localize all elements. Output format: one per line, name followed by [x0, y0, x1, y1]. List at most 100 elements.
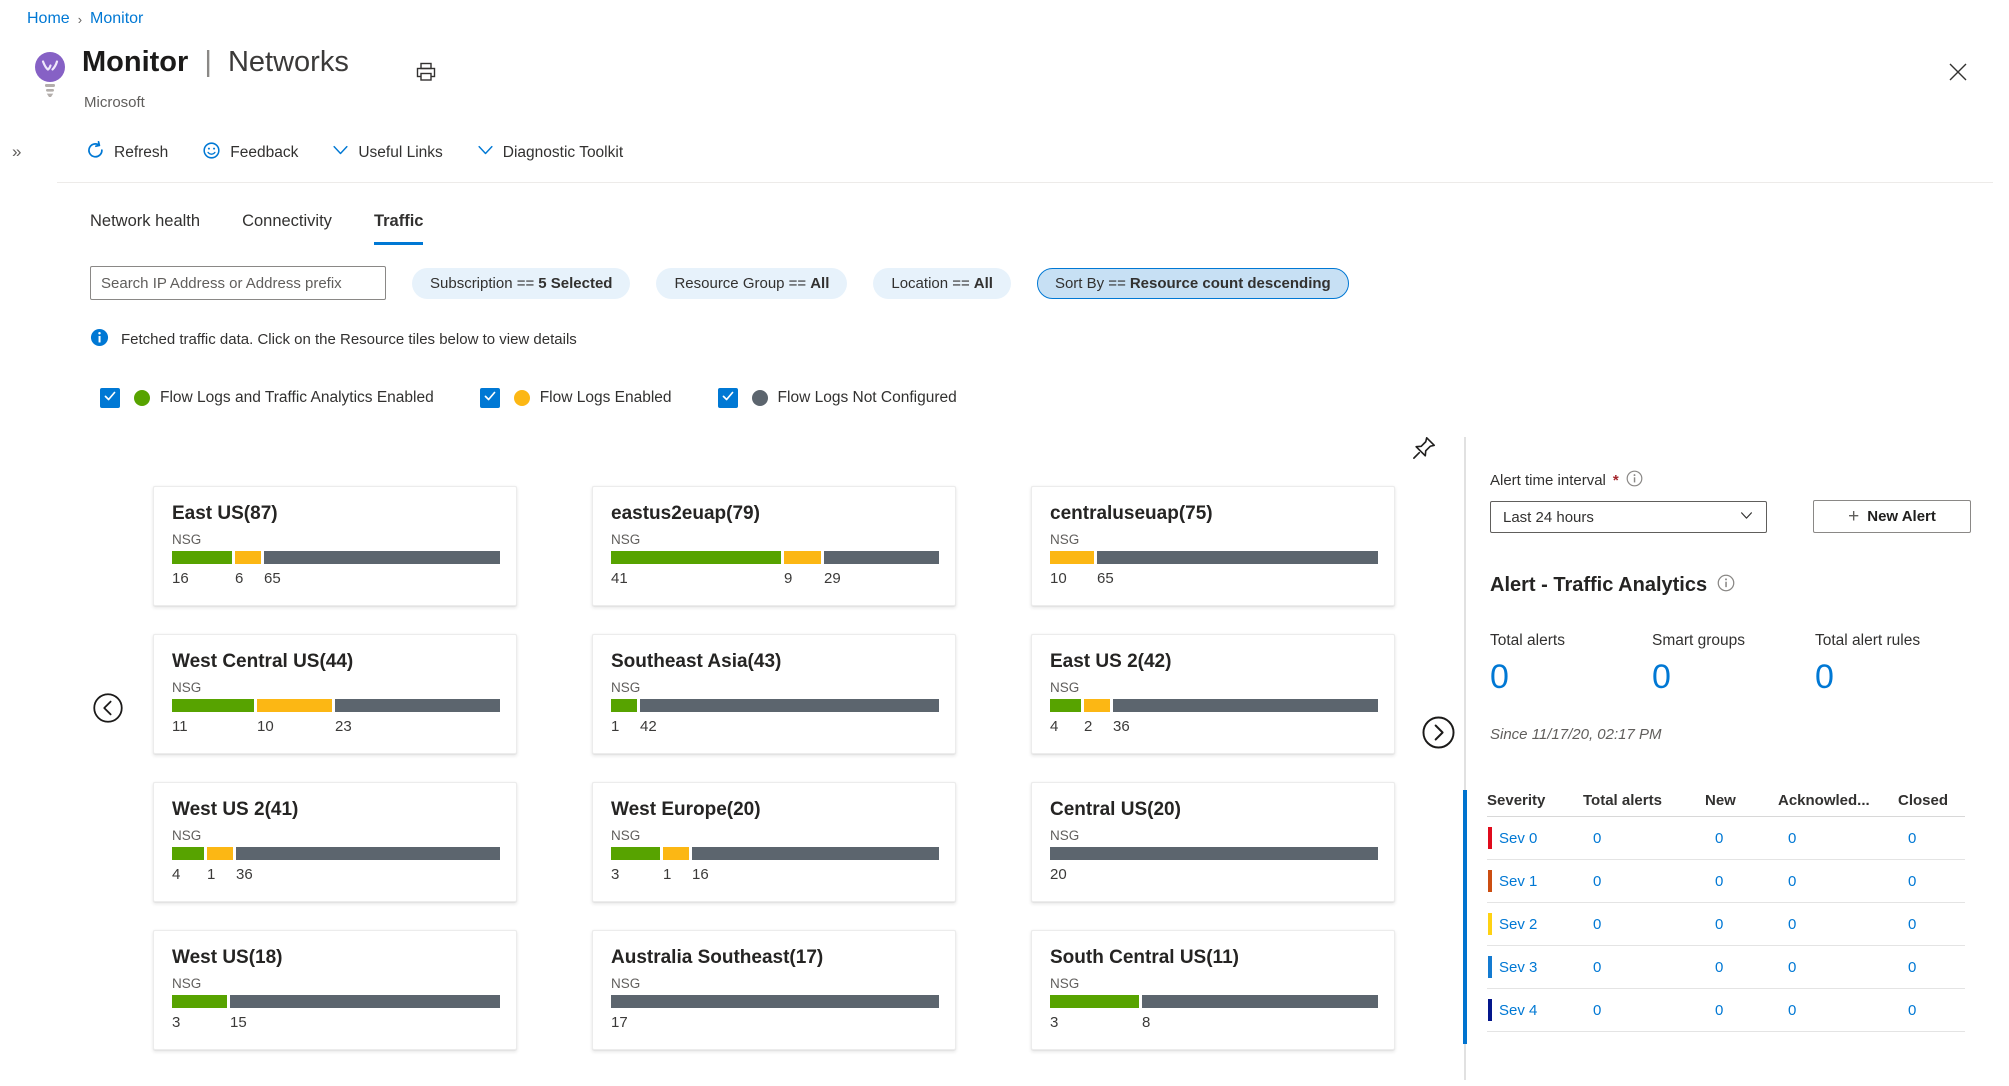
- region-tile-title: centraluseuap(75): [1050, 503, 1213, 524]
- region-tile-southeast-asia-43[interactable]: Southeast Asia(43) NSG 1 42: [592, 634, 956, 754]
- severity-cell: Sev 4: [1487, 999, 1583, 1021]
- severity-value-total_alerts[interactable]: 0: [1593, 915, 1602, 933]
- region-tile-west-europe-20[interactable]: West Europe(20) NSG 3 1 16: [592, 782, 956, 902]
- toolbar-item-refresh[interactable]: Refresh: [86, 141, 168, 165]
- toolbar-item-diagnostic-toolkit[interactable]: Diagnostic Toolkit: [477, 142, 623, 164]
- carousel-previous-button[interactable]: [92, 692, 124, 729]
- region-tile-australia-southeast-17[interactable]: Australia Southeast(17) NSG 17: [592, 930, 956, 1050]
- severity-value-closed[interactable]: 0: [1908, 872, 1917, 890]
- checkbox-yellow[interactable]: [479, 388, 500, 408]
- region-tile-west-central-us-44[interactable]: West Central US(44) NSG 11 10 23: [153, 634, 517, 754]
- bar-segment-green: [1050, 995, 1139, 1008]
- severity-value-new[interactable]: 0: [1715, 872, 1724, 890]
- severity-value-new[interactable]: 0: [1715, 958, 1724, 976]
- bar-segment-gray: [1050, 847, 1378, 860]
- toolbar-divider: [57, 182, 1993, 183]
- region-tile-bar: [172, 995, 500, 1008]
- toolbar-collapse-icon[interactable]: »: [12, 142, 22, 161]
- bar-segment-green: [611, 847, 660, 860]
- severity-link[interactable]: Sev 4: [1499, 1001, 1538, 1019]
- segment-value-yellow: 10: [257, 718, 274, 735]
- severity-value-acknowledged[interactable]: 0: [1788, 958, 1797, 976]
- severity-value-total_alerts[interactable]: 0: [1593, 958, 1602, 976]
- severity-value-acknowledged[interactable]: 0: [1788, 829, 1797, 847]
- toolbar-item-useful-links[interactable]: Useful Links: [332, 142, 443, 164]
- segment-value-gray: 23: [335, 718, 352, 735]
- filter-pill-value: Resource count descending: [1129, 274, 1331, 292]
- region-tile-values: 1 42: [611, 718, 939, 736]
- pin-icon[interactable]: [1410, 434, 1438, 467]
- region-tile-west-us-2-41[interactable]: West US 2(41) NSG 4 1 36: [153, 782, 517, 902]
- severity-value-total_alerts[interactable]: 0: [1593, 1001, 1602, 1019]
- bar-segment-gray: [1097, 551, 1378, 564]
- tab-traffic[interactable]: Traffic: [373, 212, 424, 245]
- region-tile-title: East US(87): [172, 503, 278, 524]
- toolbar-item-feedback[interactable]: Feedback: [202, 141, 298, 165]
- filter-pill-subscription[interactable]: Subscription == 5 Selected: [412, 267, 631, 299]
- region-tile-title: eastus2euap(79): [611, 503, 760, 524]
- tab-connectivity[interactable]: Connectivity: [242, 212, 332, 230]
- checkbox-green[interactable]: [100, 388, 120, 408]
- filter-pill-prefix: Resource Group ==: [674, 274, 807, 292]
- tab-network-health[interactable]: Network health: [90, 212, 201, 230]
- severity-link[interactable]: Sev 1: [1499, 872, 1538, 890]
- region-tile-metric-label: NSG: [1050, 828, 1080, 843]
- info-outline-icon[interactable]: [1717, 574, 1735, 597]
- region-tile-bar: [172, 847, 500, 860]
- metric-total-alert-rules: Total alert rules 0: [1815, 632, 1920, 697]
- metric-value-link[interactable]: 0: [1815, 658, 1834, 696]
- severity-link[interactable]: Sev 0: [1499, 829, 1538, 847]
- panel-scroll-indicator[interactable]: [1463, 790, 1467, 1044]
- filter-pill-sort-by[interactable]: Sort By == Resource count descending: [1036, 267, 1349, 299]
- required-marker: *: [1612, 472, 1619, 489]
- yellow-status-dot-icon: [513, 390, 530, 406]
- region-tile-east-us-2-42[interactable]: East US 2(42) NSG 4 2 36: [1031, 634, 1395, 754]
- column-header-acknowled: Acknowled...: [1778, 792, 1870, 809]
- breadcrumb-link-home[interactable]: Home: [27, 10, 70, 27]
- filter-pill-location[interactable]: Location == All: [873, 267, 1011, 299]
- region-tile-centraluseuap-75[interactable]: centraluseuap(75) NSG 10 65: [1031, 486, 1395, 606]
- bar-segment-gray: [236, 847, 500, 860]
- region-tile-central-us-20[interactable]: Central US(20) NSG 20: [1031, 782, 1395, 902]
- time-interval-select[interactable]: Last 24 hours: [1490, 501, 1767, 533]
- breadcrumb-link-monitor[interactable]: Monitor: [90, 10, 144, 27]
- severity-value-new[interactable]: 0: [1715, 829, 1724, 847]
- region-tile-west-us-18[interactable]: West US(18) NSG 3 15: [153, 930, 517, 1050]
- print-icon[interactable]: [414, 60, 438, 84]
- bar-segment-gray: [230, 995, 500, 1008]
- filter-pill-resource-group[interactable]: Resource Group == All: [656, 267, 848, 299]
- severity-value-closed[interactable]: 0: [1908, 829, 1917, 847]
- severity-value-acknowledged[interactable]: 0: [1788, 915, 1797, 933]
- metric-value-link[interactable]: 0: [1652, 658, 1671, 696]
- severity-value-acknowledged[interactable]: 0: [1788, 872, 1797, 890]
- new-alert-button[interactable]: + New Alert: [1813, 500, 1971, 533]
- bar-segment-gray: [640, 699, 939, 712]
- severity-value-new[interactable]: 0: [1715, 1001, 1724, 1019]
- search-input[interactable]: [90, 266, 386, 300]
- severity-link[interactable]: Sev 3: [1499, 958, 1538, 976]
- info-outline-icon[interactable]: [1626, 470, 1643, 491]
- bar-segment-gray: [824, 551, 939, 564]
- close-icon[interactable]: [1946, 60, 1970, 84]
- severity-value-new[interactable]: 0: [1715, 915, 1724, 933]
- region-tiles-grid: East US(87) NSG 16 6 65 eastus2euap(79) NSG 41 9…: [153, 486, 1395, 1050]
- carousel-next-button[interactable]: [1421, 715, 1456, 755]
- region-tile-east-us-87[interactable]: East US(87) NSG 16 6 65: [153, 486, 517, 606]
- region-tile-values: 3 1 16: [611, 866, 939, 884]
- severity-link[interactable]: Sev 2: [1499, 915, 1538, 933]
- region-tile-eastus2euap-79[interactable]: eastus2euap(79) NSG 41 9 29: [592, 486, 956, 606]
- breadcrumb-separator-icon: ›: [77, 11, 83, 27]
- bar-segment-yellow: [663, 847, 689, 860]
- severity-value-acknowledged[interactable]: 0: [1788, 1001, 1797, 1019]
- region-tile-values: 3 15: [172, 1014, 500, 1032]
- severity-value-total_alerts[interactable]: 0: [1593, 829, 1602, 847]
- severity-value-closed[interactable]: 0: [1908, 1001, 1917, 1019]
- segment-value-green: 41: [611, 570, 628, 587]
- bar-segment-yellow: [235, 551, 261, 564]
- severity-value-closed[interactable]: 0: [1908, 958, 1917, 976]
- severity-value-total_alerts[interactable]: 0: [1593, 872, 1602, 890]
- metric-value-link[interactable]: 0: [1490, 658, 1509, 696]
- checkbox-gray[interactable]: [717, 388, 738, 408]
- severity-value-closed[interactable]: 0: [1908, 915, 1917, 933]
- region-tile-south-central-us-11[interactable]: South Central US(11) NSG 3 8: [1031, 930, 1395, 1050]
